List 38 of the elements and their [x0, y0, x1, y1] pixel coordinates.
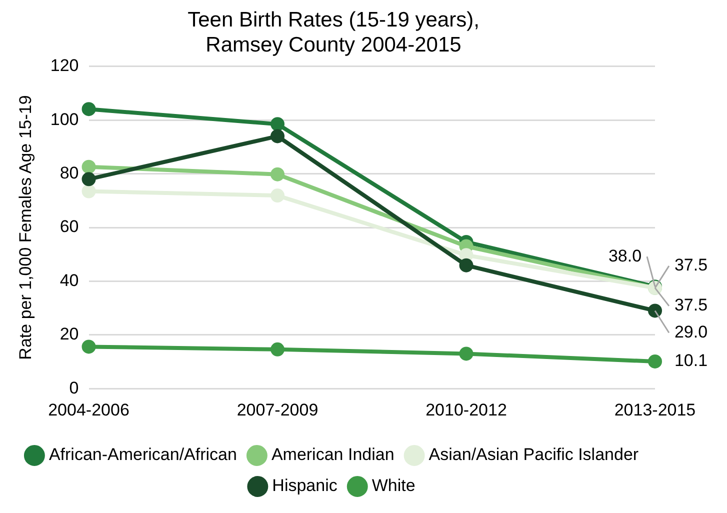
point: [270, 167, 285, 182]
legend-label: White: [372, 476, 416, 496]
y-tick-label: 120: [50, 56, 79, 76]
y-tick-label: 80: [60, 163, 79, 182]
point: [270, 342, 285, 356]
legend-label: American Indian: [271, 445, 394, 464]
point: [82, 340, 96, 354]
point: [82, 102, 96, 116]
point: [82, 172, 96, 186]
data-label: 37.5: [674, 296, 708, 315]
point: [82, 160, 96, 174]
point: [459, 258, 474, 272]
point: [270, 129, 285, 144]
data-label: 37.5: [674, 256, 708, 275]
x-tick-label: 2013-2015: [614, 400, 696, 420]
x-tick-label: 2004-2006: [48, 400, 130, 420]
y-tick-label: 20: [60, 324, 79, 344]
y-axis-title: Rate per 1,000 Females Age 15-19: [16, 95, 35, 360]
y-tick-label: 0: [69, 378, 79, 398]
x-tick-label: 2010-2012: [426, 400, 507, 420]
point: [459, 346, 474, 361]
x-tick-label: 2007-2009: [236, 400, 318, 420]
point: [648, 354, 662, 368]
point: [270, 117, 285, 132]
y-tick-label: 100: [50, 110, 79, 129]
legend-label: African-American/African: [48, 445, 237, 464]
legend-label: Asian/Asian Pacific Islander: [428, 445, 639, 464]
point: [270, 188, 285, 203]
point: [82, 184, 96, 198]
y-tick-label: 60: [60, 217, 79, 236]
point: [459, 248, 474, 262]
y-tick-label: 40: [60, 270, 79, 290]
chart-title: Teen Birth Rates (15-19 years), Ramsey County 2004-2015: [188, 8, 480, 57]
legend-label: Hispanic: [272, 476, 338, 496]
data-label: 10.1: [674, 351, 708, 370]
data-label: 38.0: [608, 246, 642, 266]
data-label: 29.0: [674, 322, 708, 342]
point: [648, 304, 662, 318]
